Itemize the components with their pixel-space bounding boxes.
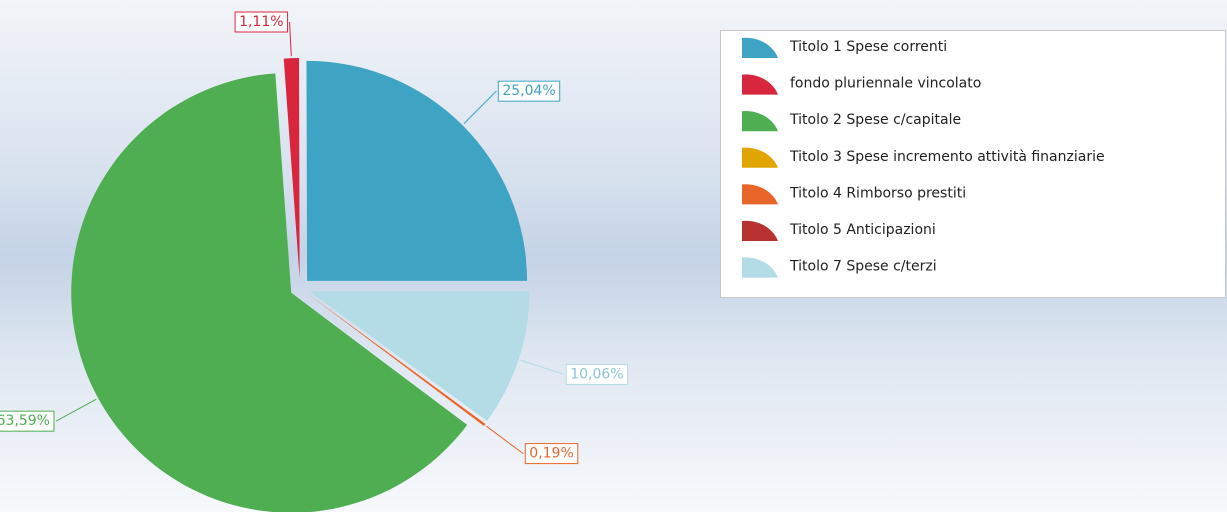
legend-label: Titolo 7 Spese c/terzi (789, 259, 937, 275)
label-connector (463, 90, 497, 125)
pie-slice (306, 60, 528, 281)
legend-swatch (742, 111, 778, 132)
pie-slice (308, 293, 486, 427)
data-label-box (234, 11, 289, 33)
pie-slice (283, 58, 300, 279)
legend-label: Titolo 2 Spese c/capitale (789, 112, 961, 128)
legend-swatch (742, 184, 778, 205)
label-connector (55, 398, 97, 422)
legend-label: fondo pluriennale vincolato (790, 76, 981, 92)
legend-label: Titolo 3 Spese incremento attività finan… (789, 149, 1105, 165)
data-label: 25,04% (502, 83, 555, 99)
data-label-box (497, 80, 561, 102)
data-label: 1,11% (239, 14, 283, 30)
legend-box (720, 30, 1226, 298)
legend-swatch (742, 257, 778, 278)
legend-swatch (742, 220, 778, 241)
label-connector (520, 359, 565, 375)
label-connector (486, 425, 524, 455)
data-label: 0,19% (529, 446, 573, 462)
label-connector (289, 21, 292, 57)
data-label: 10,06% (570, 366, 623, 382)
data-label-box (524, 443, 579, 465)
pie-slice (309, 291, 530, 422)
legend-swatch (742, 74, 778, 95)
legend-swatch (742, 147, 778, 168)
data-label: 63,59% (0, 413, 50, 429)
data-label-box (0, 410, 55, 432)
pie-slice (71, 73, 468, 512)
legend-label: Titolo 5 Anticipazioni (789, 222, 936, 238)
legend-swatch (742, 37, 778, 58)
legend-label: Titolo 1 Spese correnti (789, 39, 947, 55)
legend-label: Titolo 4 Rimborso prestiti (789, 185, 966, 201)
data-label-box (565, 363, 629, 385)
